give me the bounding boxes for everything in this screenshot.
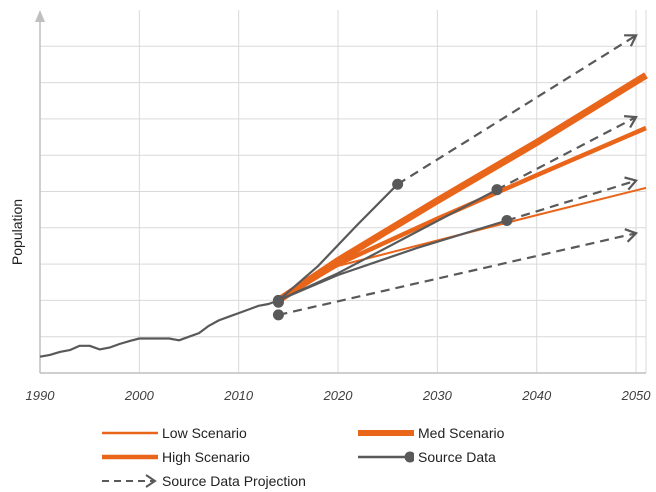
- projection-arrow-icon: [624, 228, 639, 243]
- source-data-marker: [501, 215, 513, 227]
- x-tick-label: 2030: [422, 388, 453, 403]
- x-tick-label: 1990: [26, 388, 56, 403]
- source-data-marker: [491, 184, 503, 196]
- source-data-line: [277, 188, 498, 302]
- x-tick-label: 2020: [323, 388, 354, 403]
- projection-line: [496, 116, 637, 191]
- source-data-marker: [272, 296, 284, 308]
- x-tick-labels: 1990 2000 2010 2020 2030 2040 2050: [26, 388, 652, 403]
- y-axis-arrow-icon: [35, 10, 45, 22]
- projection-arrow-icon: [624, 176, 639, 191]
- y-axis-label: Population: [9, 199, 25, 265]
- x-tick-label: 2040: [521, 388, 552, 403]
- projection-line: [278, 232, 637, 316]
- series: [39, 34, 648, 358]
- x-tick-label: 2010: [223, 388, 254, 403]
- source-data-marker: [392, 178, 404, 190]
- grid: [40, 10, 647, 373]
- projection-arrow-icon: [624, 115, 638, 129]
- projection-line: [506, 179, 637, 222]
- source-data-history-line: [39, 299, 279, 358]
- projection-arrow-icon: [624, 34, 638, 47]
- source-data-line: [277, 219, 508, 302]
- x-tick-label: 2050: [621, 388, 652, 403]
- axes: Population: [9, 10, 646, 374]
- source-data-line: [277, 183, 399, 302]
- med-scenario-line: [276, 72, 648, 304]
- projection-line: [397, 34, 637, 186]
- x-tick-label: 2000: [124, 388, 155, 403]
- source-data-marker: [272, 309, 284, 321]
